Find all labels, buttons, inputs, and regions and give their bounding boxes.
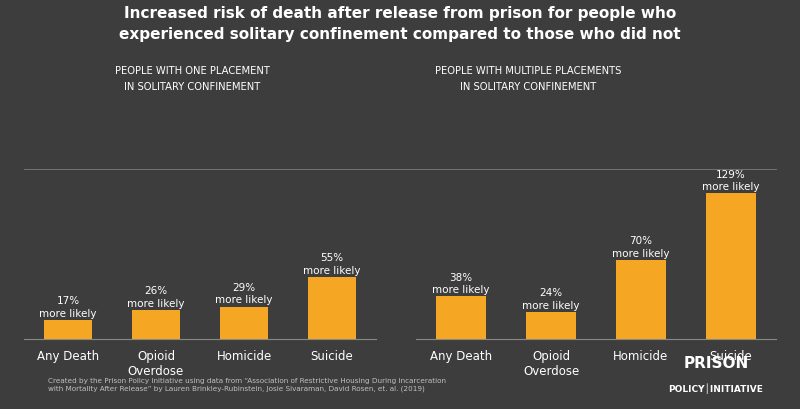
- Text: 129%
more likely: 129% more likely: [702, 169, 760, 192]
- Text: 24%
more likely: 24% more likely: [522, 288, 580, 310]
- Text: PEOPLE WITH MULTIPLE PLACEMENTS: PEOPLE WITH MULTIPLE PLACEMENTS: [435, 65, 621, 75]
- Text: 29%
more likely: 29% more likely: [215, 282, 273, 304]
- Text: 55%
more likely: 55% more likely: [303, 253, 361, 275]
- Text: experienced solitary confinement compared to those who did not: experienced solitary confinement compare…: [119, 27, 681, 42]
- Text: PRISON: PRISON: [683, 355, 749, 370]
- Bar: [132, 310, 180, 339]
- Bar: [616, 261, 666, 339]
- Text: 17%
more likely: 17% more likely: [39, 296, 97, 318]
- Bar: [436, 297, 486, 339]
- Bar: [308, 277, 356, 339]
- Text: POLICY│INITIATIVE: POLICY│INITIATIVE: [669, 383, 763, 393]
- Text: IN SOLITARY CONFINEMENT: IN SOLITARY CONFINEMENT: [460, 82, 596, 92]
- Text: Created by the Prison Policy Initiative using data from “Association of Restrict: Created by the Prison Policy Initiative …: [48, 377, 446, 391]
- Text: Increased risk of death after release from prison for people who: Increased risk of death after release fr…: [124, 6, 676, 21]
- Bar: [526, 312, 576, 339]
- Text: IN SOLITARY CONFINEMENT: IN SOLITARY CONFINEMENT: [124, 82, 260, 92]
- Bar: [220, 307, 268, 339]
- Text: 38%
more likely: 38% more likely: [432, 272, 490, 294]
- Text: 26%
more likely: 26% more likely: [127, 285, 185, 308]
- Text: 70%
more likely: 70% more likely: [612, 236, 670, 258]
- Text: PEOPLE WITH ONE PLACEMENT: PEOPLE WITH ONE PLACEMENT: [114, 65, 270, 75]
- Bar: [706, 194, 756, 339]
- Bar: [44, 320, 92, 339]
